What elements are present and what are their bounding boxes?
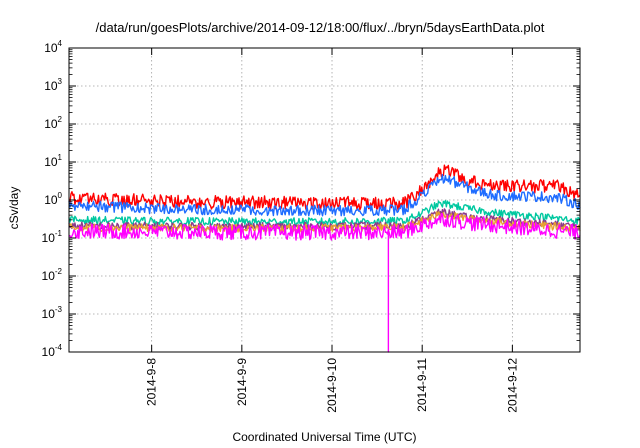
chart-title: /data/run/goesPlots/archive/2014-09-12/1… (95, 20, 545, 35)
series-line (68, 199, 581, 227)
y-tick-label: 10-4 (42, 343, 63, 359)
y-tick-label: 101 (44, 153, 62, 169)
x-tick-label: 2014-9-9 (235, 358, 249, 406)
x-tick-labels: 2014-9-8 2014-9-9 2014-9-10 2014-9-11 2014-9… (145, 358, 520, 413)
y-tick-label: 104 (44, 39, 62, 55)
y-tick-label: 10-3 (42, 305, 63, 321)
y-tick-label: 103 (44, 77, 62, 93)
series-layer (68, 164, 581, 353)
x-tick-label: 2014-9-11 (415, 358, 429, 412)
x-tick-label: 2014-9-10 (325, 358, 339, 413)
x-tick-label: 2014-9-8 (145, 358, 159, 406)
y-tick-labels: 10-4 10-3 10-2 10-1 100 101 102 103 104 (42, 39, 63, 359)
y-axis-label: cSv/day (7, 186, 21, 230)
y-tick-label: 102 (44, 115, 62, 131)
y-tick-label: 10-1 (42, 229, 63, 245)
x-axis-label: Coordinated Universal Time (UTC) (232, 430, 417, 444)
series-line (68, 213, 581, 353)
series-line (68, 173, 581, 217)
axis-ticks (69, 47, 580, 353)
y-tick-label: 10-2 (42, 267, 63, 283)
y-tick-label: 100 (44, 191, 62, 207)
x-tick-label: 2014-9-12 (505, 358, 519, 413)
